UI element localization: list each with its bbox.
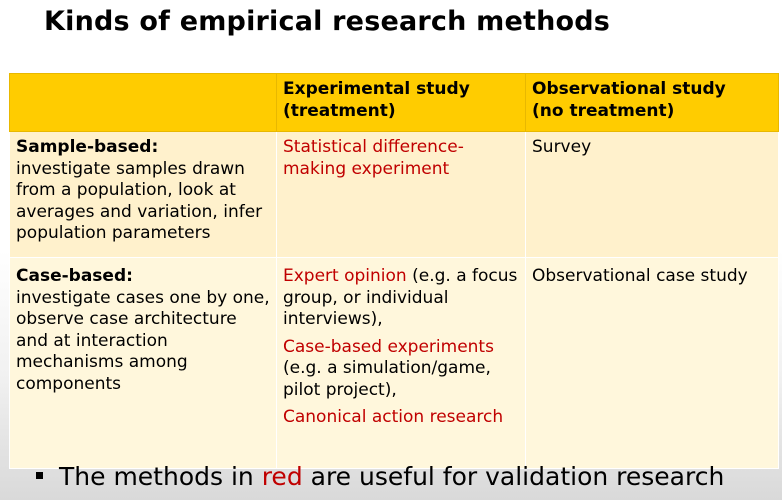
bullet-point: The methods in red are useful for valida… [36,462,724,491]
method-entry: Case-based experiments (e.g. a simulatio… [283,337,519,402]
table-row: Case-based: investigate cases one by one… [9,257,779,469]
method-note: (e.g. a focus group, or individual inter… [283,266,518,329]
method-name-red: Canonical action research [283,407,504,427]
method-entry: Canonical action research [283,407,519,429]
bullet-text-suffix: are useful for validation research [302,462,725,491]
method-name-red: Case-based experiments [283,336,494,357]
row-description: investigate samples drawn from a populat… [16,158,263,244]
table-header-row: Experimental study (treatment) Observati… [9,73,779,132]
header-observational-study: Observational study (no treatment) [525,73,779,132]
observational-cell: Survey [525,131,779,258]
row-heading-sample-based: Sample-based: [16,137,159,157]
header-experimental-subtitle: (treatment) [283,100,396,121]
square-bullet-icon [36,471,43,479]
header-observational-title: Observational study [532,79,726,99]
bullet-text-prefix: The methods in [59,462,262,491]
row-heading-case-based: Case-based: [16,266,133,286]
experimental-cell: Expert opinion (e.g. a focus group, or i… [276,257,526,469]
header-corner-cell [9,73,277,132]
method-name-red: Statistical difference-making experiment [283,137,464,179]
observational-cell: Observational case study [525,257,779,469]
bullet-text-highlight: red [261,462,303,491]
header-observational-subtitle: (no treatment) [532,100,675,121]
method-entry: Expert opinion (e.g. a focus group, or i… [283,266,519,331]
experimental-cell: Statistical difference-making experiment [276,131,526,258]
row-label-cell: Sample-based: investigate samples drawn … [9,131,277,258]
row-description: investigate cases one by one, observe ca… [16,287,270,394]
header-experimental-title: Experimental study [283,79,470,99]
method-entry: Statistical difference-making experiment [283,137,519,180]
header-experimental-study: Experimental study (treatment) [276,73,526,132]
research-methods-table: Experimental study (treatment) Observati… [9,73,779,469]
method-name-red: Expert opinion [283,266,407,286]
table-row: Sample-based: investigate samples drawn … [9,131,779,258]
method-note: (e.g. a simulation/game, pilot project), [283,358,491,400]
row-label-cell: Case-based: investigate cases one by one… [9,257,277,469]
slide-title: Kinds of empirical research methods [44,6,611,37]
